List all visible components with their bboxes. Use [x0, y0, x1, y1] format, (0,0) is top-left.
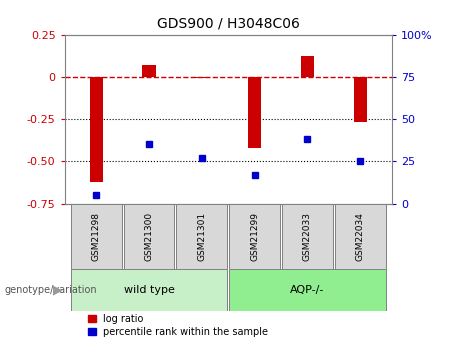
Bar	[282, 204, 333, 269]
Text: GSM21300: GSM21300	[144, 212, 154, 261]
Title: GDS900 / H3048C06: GDS900 / H3048C06	[157, 17, 300, 31]
Bar	[354, 77, 367, 122]
Bar	[195, 77, 208, 78]
Text: AQP-/-: AQP-/-	[290, 285, 325, 295]
Bar	[142, 65, 156, 77]
Text: GSM21298: GSM21298	[92, 212, 100, 261]
Bar	[301, 57, 314, 77]
Text: GSM22033: GSM22033	[303, 212, 312, 261]
Text: genotype/variation: genotype/variation	[5, 285, 97, 295]
Bar	[71, 204, 122, 269]
Text: GSM21301: GSM21301	[197, 212, 207, 261]
Bar	[71, 269, 227, 310]
Bar	[177, 204, 227, 269]
Bar	[89, 77, 103, 181]
Text: GSM21299: GSM21299	[250, 212, 259, 261]
Bar	[248, 77, 261, 148]
Bar	[124, 204, 174, 269]
Bar	[335, 204, 385, 269]
Text: ▶: ▶	[53, 283, 62, 296]
Bar	[229, 269, 385, 310]
Text: wild type: wild type	[124, 285, 174, 295]
Bar	[229, 204, 280, 269]
Legend: log ratio, percentile rank within the sample: log ratio, percentile rank within the sa…	[88, 314, 268, 337]
Text: GSM22034: GSM22034	[356, 212, 365, 261]
